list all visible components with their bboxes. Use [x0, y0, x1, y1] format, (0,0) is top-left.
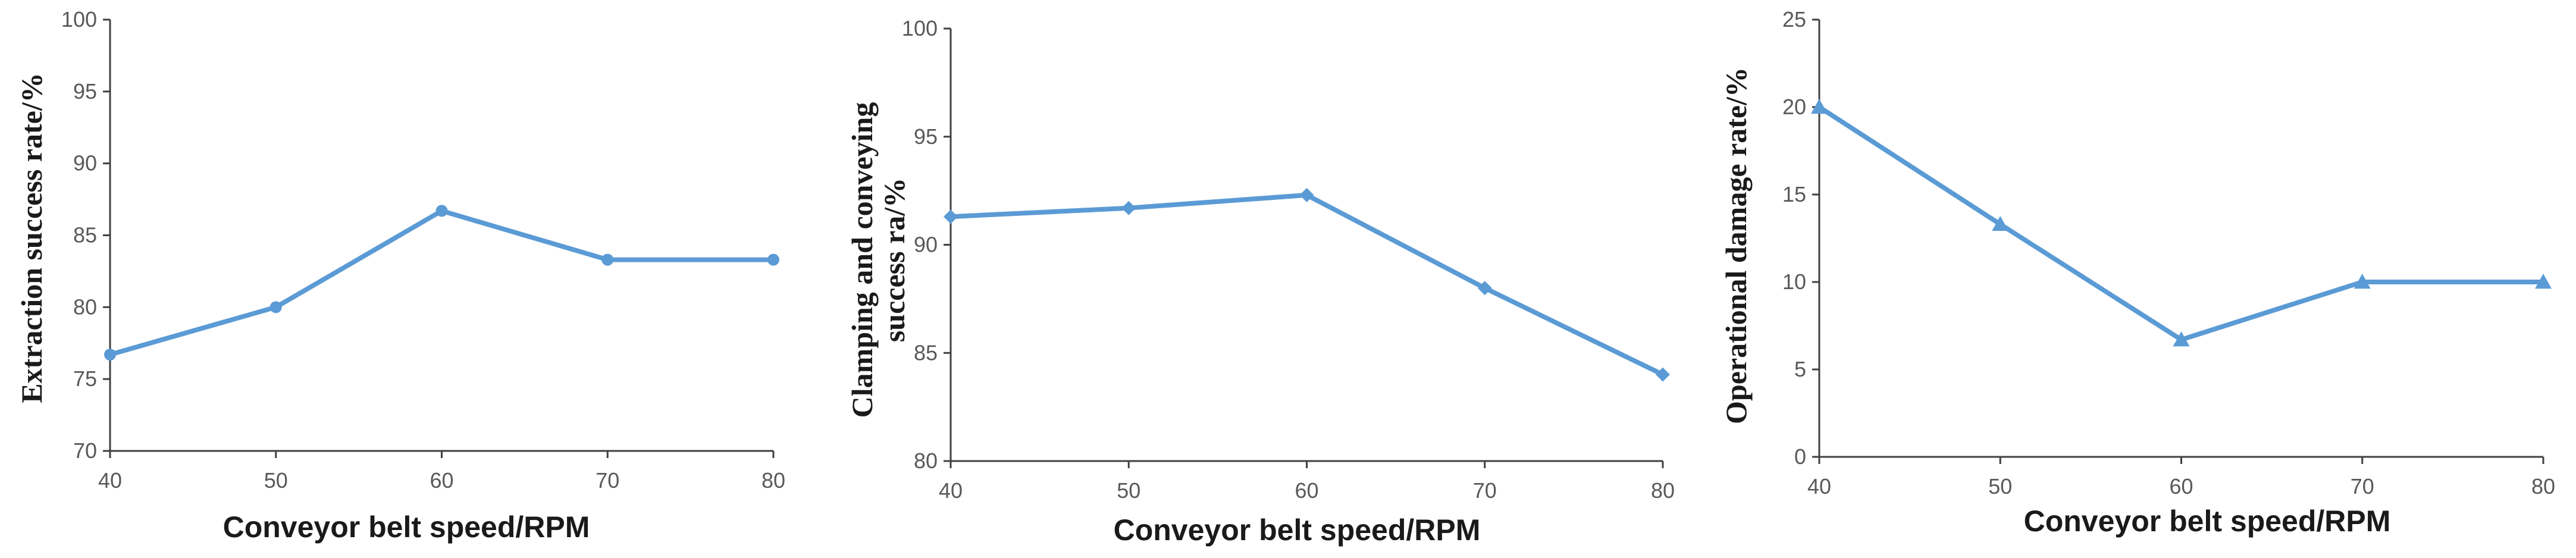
data-point [1656, 367, 1670, 382]
y-axis-title-line-1: Clamping and conveying [845, 102, 879, 418]
x-tick-label: 50 [264, 468, 288, 493]
data-point [1992, 215, 2009, 231]
y-tick-label: 95 [914, 124, 938, 149]
y-axis-title: Operational damage rate/% [1719, 67, 1753, 424]
y-tick-label: 85 [73, 223, 97, 247]
data-point [2173, 331, 2190, 347]
y-tick-label: 15 [1782, 182, 1806, 206]
data-point [435, 205, 448, 217]
series-line [108, 208, 776, 358]
x-tick-label: 60 [1295, 478, 1318, 503]
series-line [948, 192, 1665, 377]
y-tick-label: 75 [73, 366, 97, 391]
data-point [1811, 99, 1828, 114]
x-tick-label: 40 [1807, 474, 1831, 499]
data-point [944, 209, 958, 224]
x-tick-label: 80 [2531, 474, 2555, 499]
x-tick-label: 60 [430, 468, 453, 493]
x-tick-label: 40 [939, 478, 963, 503]
y-tick-label: 0 [1794, 444, 1806, 469]
x-tick-label: 70 [1473, 478, 1497, 503]
y-tick-label: 100 [61, 7, 97, 32]
y-tick-label: 80 [914, 449, 938, 473]
x-axis-title: Conveyor belt speed/RPM [1114, 513, 1481, 547]
x-axis-title: Conveyor belt speed/RPM [223, 510, 590, 544]
y-tick-label: 95 [73, 79, 97, 104]
x-axis-title: Conveyor belt speed/RPM [2024, 504, 2391, 538]
y-tick-label: 25 [1782, 7, 1806, 32]
series-line [1817, 105, 2546, 343]
y-tick-label: 100 [902, 16, 938, 40]
operational-damage-rate-chart: Operational damage rate/% Conveyor belt … [1719, 7, 2555, 538]
data-point [269, 301, 282, 314]
y-tick-label: 90 [914, 233, 938, 257]
x-tick-label: 50 [1117, 478, 1140, 503]
data-point [1121, 200, 1136, 215]
data-point [767, 253, 779, 266]
data-point [1299, 187, 1314, 202]
data-point [2354, 274, 2371, 289]
x-tick-label: 50 [1988, 474, 2012, 499]
y-tick-label: 10 [1782, 269, 1806, 294]
y-tick-label: 90 [73, 151, 97, 175]
data-point [2535, 274, 2552, 289]
y-tick-label: 85 [914, 340, 938, 365]
data-point [601, 253, 614, 266]
x-tick-label: 80 [761, 468, 785, 493]
x-tick-label: 40 [98, 468, 122, 493]
clamping-conveying-rate-chart: Clamping and conveying success ra/% Conv… [845, 16, 1675, 547]
x-tick-label: 80 [1651, 478, 1675, 503]
y-tick-label: 70 [73, 438, 97, 463]
x-tick-label: 60 [2169, 474, 2193, 499]
data-point [104, 349, 116, 361]
extraction-rate-chart: Extraction success rate/% Conveyor belt … [15, 7, 785, 544]
y-tick-label: 80 [73, 294, 97, 319]
x-tick-label: 70 [2351, 474, 2374, 499]
y-tick-label: 20 [1782, 95, 1806, 119]
x-tick-label: 70 [596, 468, 619, 493]
y-axis-title-line-2: success ra/% [878, 178, 911, 342]
y-tick-label: 5 [1794, 357, 1806, 381]
y-axis-title: Extraction success rate/% [15, 73, 48, 403]
data-point [1477, 281, 1492, 296]
